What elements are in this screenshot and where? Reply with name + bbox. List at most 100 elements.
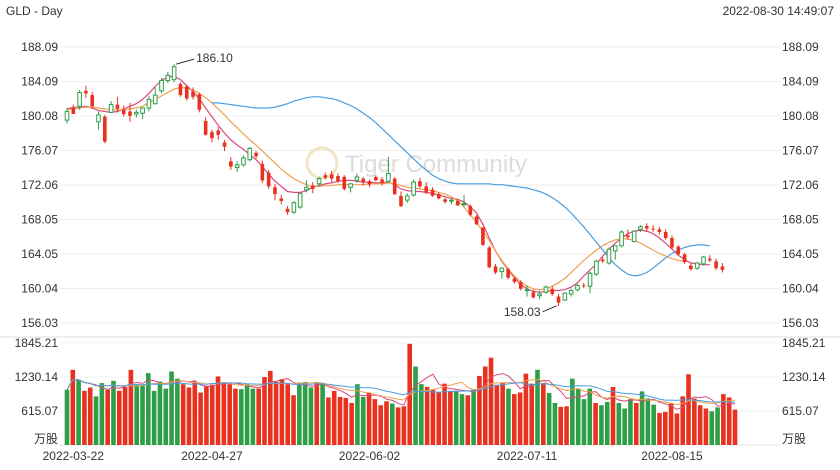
candle-body [77,92,82,107]
price-tick-label-left: 160.04 [21,281,58,295]
volume-bar [146,373,151,445]
candle-body [216,130,221,135]
volume-bar [198,392,203,445]
volume-bar [268,370,273,445]
candle-body [606,248,612,264]
volume-bar [715,407,720,445]
volume-bar [250,388,256,445]
volume-bar [302,381,308,445]
candle-body [260,163,265,181]
volume-bar [105,389,110,445]
candle-body [568,290,574,295]
volume-unit-right: 万股 [782,432,806,446]
candle-body [191,91,195,97]
candle-body [380,179,384,183]
volume-bar [209,384,215,445]
candle-body [612,245,618,252]
volume-bar [163,388,169,445]
candle-body [108,104,114,113]
candle-body [134,111,139,115]
price-tick-label-right: 164.05 [782,247,819,261]
volume-bar [64,389,70,445]
volume-bar [314,383,320,445]
candle-body [392,178,397,195]
volume-bar [279,379,285,445]
annotation-low-label: 158.03 [504,305,541,319]
candle-body [701,256,706,265]
volume-tick-label-left: 1230.14 [15,370,59,384]
volume-bar [668,402,674,445]
volume-ma-line [66,379,736,403]
candle-body [184,86,189,99]
candle-body [631,230,637,242]
candle-body [354,176,360,181]
candle-body [96,114,101,123]
volume-bar [297,382,302,445]
date-tick-label: 2022-04-27 [181,449,243,463]
volume-bar [273,381,279,445]
volume-bar [442,383,447,445]
candle-body [373,176,378,181]
candle-body [222,142,227,147]
candle-body [266,172,271,187]
candle-body [499,267,505,273]
candle-body [581,285,586,287]
volume-bar [87,387,93,445]
volume-bar [645,398,651,445]
candle-body [291,202,297,213]
candle-body [506,269,510,278]
volume-bar [419,384,424,445]
candle-body [474,216,479,225]
price-tick-label-left: 168.05 [21,213,58,227]
volume-ma-line [66,373,736,410]
candle-body [361,178,365,183]
price-ma-line [66,75,710,293]
volume-bar [320,383,325,445]
candle-body [367,181,372,185]
volume-bar [262,377,267,445]
candle-body [714,261,718,269]
volume-bar [366,393,372,445]
candle-body [128,111,132,116]
volume-bar [215,376,221,445]
candle-body [316,178,322,185]
volume-bar [192,381,198,445]
volume-bar [326,397,331,445]
volume-bar [616,402,622,445]
volume-bar [726,397,732,445]
volume-bar [448,390,453,445]
candle-body [323,175,328,178]
volume-bar [523,373,529,445]
volume-tick-label-right: 615.07 [782,404,819,418]
candle-body [682,254,687,263]
volume-bar [703,408,709,445]
candle-body [254,152,258,157]
candle-body [594,260,599,275]
volume-bar [389,403,395,445]
volume-bar [453,390,459,445]
price-tick-label-left: 164.05 [21,247,58,261]
candle-body [493,266,498,273]
volume-tick-label-left: 1845.21 [15,336,59,350]
candle-body [600,259,605,262]
volume-bar [430,389,436,445]
volume-bar [674,413,680,445]
volume-bar [721,394,726,445]
volume-bar [291,395,296,445]
volume-bar [169,371,174,445]
volume-bar [506,388,511,445]
volume-bar [680,396,686,445]
candle-body [247,147,253,161]
price-tick-label-right: 168.05 [782,213,819,227]
volume-bar [395,407,401,445]
volume-bar [355,384,360,445]
price-tick-label-right: 156.03 [782,316,819,330]
volume-bar [93,396,99,445]
volume-bar [285,384,291,445]
candle-body [342,176,347,189]
volume-bar [233,388,238,445]
volume-bar [111,380,116,445]
candle-body [241,157,246,166]
volume-bar [122,386,128,445]
